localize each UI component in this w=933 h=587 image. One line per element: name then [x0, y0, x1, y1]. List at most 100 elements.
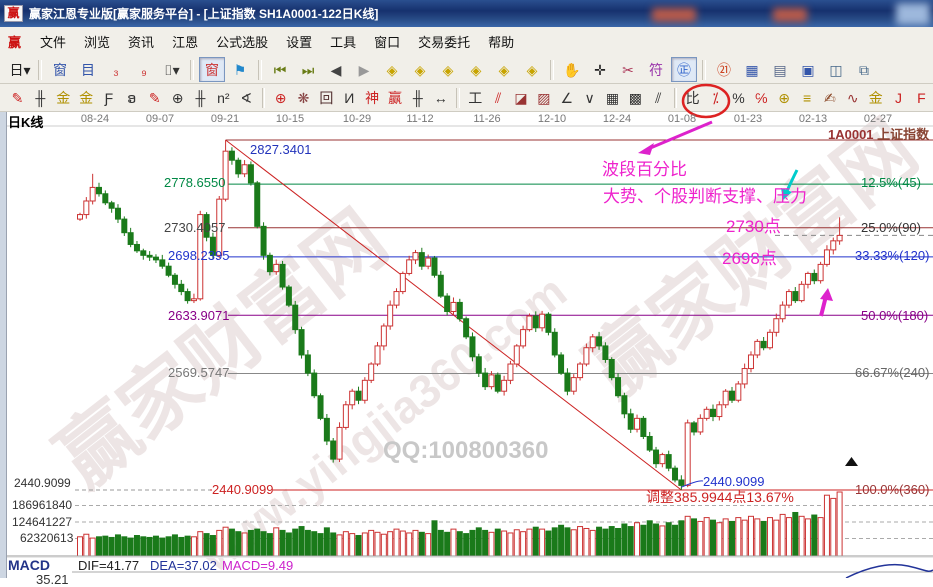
export-net-icon[interactable]: ◫ [829, 61, 843, 78]
coil-grid-icon[interactable]: ອ [127, 89, 137, 106]
date-tick-11-26: 11-26 [473, 113, 501, 125]
date-tick-09-07: 09-07 [145, 113, 175, 125]
toolbar-separator [261, 87, 266, 108]
titlebar-blurred-badge-2[interactable] [773, 8, 807, 22]
crosshair-icon[interactable]: ✛ [594, 61, 606, 78]
shen-icon[interactable]: 神 [365, 89, 380, 106]
titlebar-blurred-badge-1[interactable] [652, 8, 696, 22]
expand-all-icon[interactable]: ◈ [498, 61, 510, 78]
period-day-icon[interactable]: 日▾ [9, 61, 31, 78]
gold-grid2-icon[interactable]: 金 [79, 89, 94, 106]
zoom-out-h-icon[interactable]: ◈ [442, 61, 454, 78]
menu-item-公式选股[interactable]: 公式选股 [216, 35, 269, 50]
percent-lines-icon[interactable]: ℅ [755, 89, 768, 106]
info-list-icon[interactable]: 目 [81, 61, 95, 78]
hand-icon[interactable]: ✋ [563, 61, 581, 78]
fan-lines-icon[interactable]: ⫽ [494, 89, 502, 106]
compare-icon[interactable]: 比 [685, 89, 700, 106]
red-pencil-icon[interactable]: ✎ [11, 89, 24, 106]
j-angle-icon[interactable]: J [895, 89, 903, 106]
percent-icon[interactable]: % [732, 89, 745, 106]
menu-item-窗口[interactable]: 窗口 [374, 35, 401, 50]
next-icon[interactable]: ▶ [358, 61, 370, 78]
gann-circle-icon[interactable]: ⊕ [274, 89, 287, 106]
angle-lines-icon[interactable]: ∠ [560, 89, 573, 106]
gold-lines-icon[interactable]: ≡ [802, 89, 812, 106]
last-page-icon[interactable]: ⏭ [301, 61, 315, 78]
menu-item-帮助[interactable]: 帮助 [488, 35, 515, 50]
note-pencil-icon[interactable]: ✍ [824, 89, 836, 106]
first-page-icon[interactable]: ⏮ [273, 61, 287, 78]
notepad-icon[interactable]: ▤ [773, 61, 787, 78]
fan-box-icon[interactable]: ◪ [514, 89, 528, 106]
toolbar-separator [456, 87, 460, 108]
wave-percent-icon[interactable]: ⁒ [712, 89, 719, 106]
grid-icon[interactable]: ╫ [35, 89, 46, 106]
calendar-icon[interactable]: ㉑ [717, 61, 731, 78]
shift-left-icon[interactable]: ◈ [414, 61, 426, 78]
grid4-icon[interactable]: ▩ [628, 89, 642, 106]
split-curve-icon[interactable]: ∿ [846, 89, 859, 106]
protractor-icon[interactable]: ∢ [240, 89, 253, 106]
grid2-icon[interactable]: ╫ [195, 89, 206, 106]
toolbar-separator [673, 87, 678, 108]
bars-3-icon[interactable]: ₃ [113, 61, 119, 78]
app-logo-icon: 赢 [4, 5, 23, 22]
slant-lines-icon[interactable]: ⫽ [655, 89, 662, 106]
f-angle-icon[interactable]: F [917, 89, 926, 106]
menu-item-浏览[interactable]: 浏览 [84, 35, 111, 50]
menu-item-资讯[interactable]: 资讯 [128, 35, 155, 50]
n2-grid-icon[interactable]: n² [217, 89, 230, 106]
square-spiral-icon[interactable]: 回 [319, 89, 334, 106]
save-icon[interactable]: ▣ [801, 61, 815, 78]
chart-canvas[interactable] [0, 112, 933, 578]
menu-item-江恩[interactable]: 江恩 [172, 35, 199, 50]
date-tick-01-08: 01-08 [667, 113, 697, 125]
shift-right-icon[interactable]: ◈ [386, 61, 398, 78]
gold-parallel-icon[interactable]: 金 [868, 89, 883, 106]
grid123-icon[interactable]: ╫ [412, 89, 423, 106]
grid3-icon[interactable]: ▦ [605, 89, 620, 106]
f-grid-icon[interactable]: Ƒ [104, 89, 114, 106]
menu-item-工具[interactable]: 工具 [330, 35, 357, 50]
full-view-icon[interactable]: ◈ [526, 61, 538, 78]
delete-line-icon[interactable]: ✂ [622, 61, 634, 78]
chart-left-edge [0, 112, 7, 578]
menu-item-交易委托[interactable]: 交易委托 [418, 35, 471, 50]
menu-bar: 赢 文件 浏览 资讯 江恩 公式选股 设置 工具 窗口 交易委托 帮助 [0, 27, 933, 57]
gann-box-icon[interactable]: 工 [468, 89, 483, 106]
ying-icon[interactable]: 赢 [388, 89, 403, 106]
bars-9-icon[interactable]: ₉ [141, 61, 147, 78]
box-fan-icon[interactable]: ▨ [537, 89, 551, 106]
gold-grid-icon[interactable]: 金 [56, 89, 71, 106]
send-pc-icon[interactable]: ⧉ [859, 61, 869, 78]
titlebar-blurred-close-button[interactable] [896, 3, 930, 25]
menu-item-设置[interactable]: 设置 [286, 35, 313, 50]
width-arrows-icon[interactable]: ↔ [433, 89, 448, 106]
compass-icon[interactable]: ⊕ [171, 89, 184, 106]
prev-icon[interactable]: ◀ [330, 61, 342, 78]
menu-items: 文件 浏览 资讯 江恩 公式选股 设置 工具 窗口 交易委托 帮助 [31, 29, 523, 54]
color-flag-icon[interactable]: ⚑ [233, 61, 247, 78]
candle-style-icon[interactable]: ⌷▾ [164, 61, 180, 78]
resist-line-icon[interactable]: И [344, 89, 355, 106]
indicator-window-icon[interactable]: 窗 [199, 57, 225, 82]
gold-circle-icon[interactable]: ⊕ [778, 89, 791, 106]
menu-logo-icon: 赢 [8, 35, 22, 50]
window-form-icon[interactable]: 窗 [53, 61, 67, 78]
spiral-icon[interactable]: ❋ [297, 89, 310, 106]
date-tick-08-24: 08-24 [80, 113, 110, 125]
toolbar-separator [190, 59, 194, 80]
mark-icon[interactable]: 符 [649, 61, 663, 78]
toolbar-separator [38, 59, 42, 80]
calculator-icon[interactable]: ▦ [745, 61, 759, 78]
pencil2-icon[interactable]: ✎ [148, 89, 161, 106]
toolbar-separator [702, 59, 706, 80]
zoom-in-h-icon[interactable]: ◈ [470, 61, 482, 78]
v-lines-icon[interactable]: ∨ [584, 89, 595, 106]
gann-brain-icon[interactable]: ㊣ [671, 57, 697, 82]
menu-item-文件[interactable]: 文件 [40, 35, 67, 50]
date-tick-10-15: 10-15 [275, 113, 305, 125]
date-tick-09-21: 09-21 [210, 113, 240, 125]
